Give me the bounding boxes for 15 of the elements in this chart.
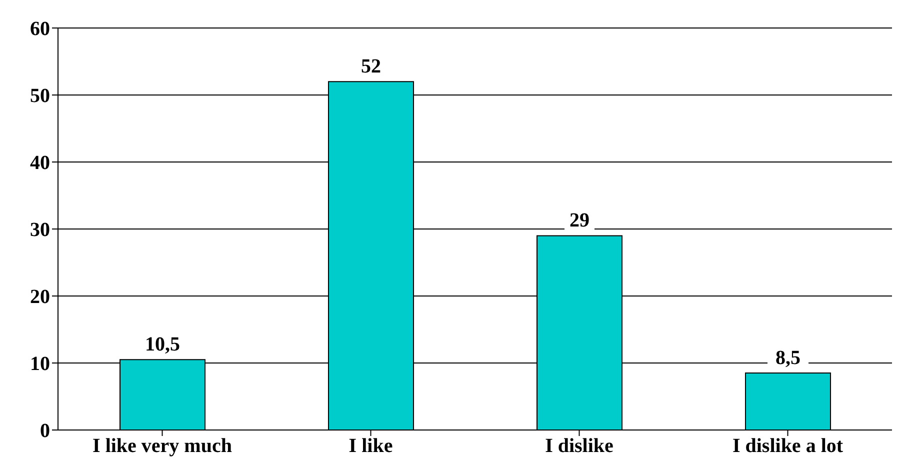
x-tick-label: I dislike <box>545 435 614 458</box>
y-tick-label: 40 <box>30 152 50 174</box>
data-label: 52 <box>361 56 381 78</box>
y-tick-label: 30 <box>30 219 50 242</box>
data-label: 8,5 <box>776 347 800 370</box>
data-label: 10,5 <box>145 334 180 356</box>
y-tick-label: 10 <box>30 353 50 376</box>
x-tick-label: I like very much <box>92 435 232 458</box>
x-tick-label: I like <box>348 435 393 458</box>
x-tick-label: I dislike a lot <box>732 435 844 458</box>
y-tick-label: 60 <box>30 18 50 40</box>
y-tick-label: 0 <box>40 420 50 442</box>
data-label: 29 <box>570 210 590 232</box>
y-tick-label: 20 <box>30 286 50 308</box>
y-tick-label: 50 <box>30 85 50 108</box>
